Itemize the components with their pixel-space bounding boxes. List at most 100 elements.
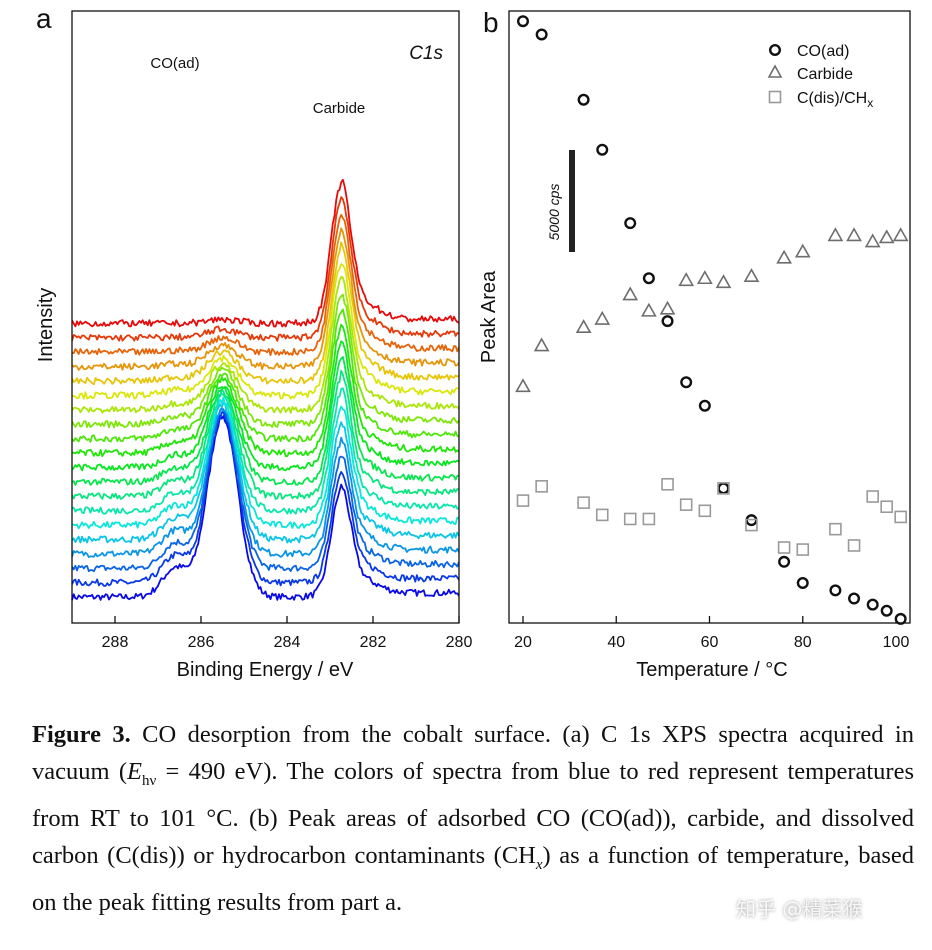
carbide-point [892,227,909,242]
carbide-point [515,378,531,393]
spectrum-line [71,308,460,443]
co-ad-point [880,604,893,617]
panel-a-x-tick-label: 282 [360,634,387,651]
co-ad-point [866,598,879,611]
c-dis-point [796,543,810,556]
c-dis-point [717,482,730,495]
carbide-point [594,310,611,325]
co-ad-point [778,555,791,568]
carbide-point [878,229,895,244]
panel-b-x-ticks: 20 40 60 80 100 [514,616,909,651]
c-dis-point [880,500,893,514]
scale-bar-label: 5000 cps [546,184,562,241]
co-ad-point [680,376,693,389]
panel-a-y-axis-title: Intensity [35,288,57,362]
c-dis-point [745,518,758,532]
spectrum-line [71,293,460,429]
co-ad-point [661,315,674,328]
co-ad-point [577,93,590,106]
spectrum-line [71,369,460,500]
panel-b-x-tick-label: 100 [883,634,910,651]
co-ad-point [516,15,529,28]
co-ad-point [642,272,655,285]
spectrum-line [71,410,460,587]
panel-b-x-axis-title: Temperature / °C [636,659,787,681]
co-ad-point [894,612,907,625]
caption-ch-subscript: x [535,856,543,873]
legend-label-c-dis-main: C(dis)/CH [797,90,867,107]
carbide-point [776,249,792,264]
spectrum-line [71,196,460,342]
carbide-point [533,337,550,352]
spectrum-line [71,213,460,357]
co-ad-point [698,399,711,412]
spectrum-line [71,407,460,573]
c-dis-point [829,522,842,536]
panel-a-frame [71,10,460,624]
panel-b-x-tick-label: 80 [794,634,812,651]
carbide-point [641,302,657,317]
spectrum-line [71,275,460,414]
carbide-point [696,270,713,285]
caption-part3: ) as a function of temperature, based on… [32,841,915,916]
c-dis-point [679,498,693,511]
spectrum-line [71,356,460,486]
spectrum-line [71,414,460,601]
panel-a-x-tick-label: 286 [188,634,215,651]
panel-b-markers [515,15,909,625]
watermark: 知乎 @精菜猴 [736,897,863,921]
co-ad-point [535,28,548,41]
co-ad-peak-label: CO(ad) [150,55,199,72]
carbide-point [659,300,676,315]
legend-label-c-dis: C(dis)/CHx [797,90,873,110]
spectrum-line [71,263,460,400]
panel-a-spectra-chart: 288 286 284 282 280 Binding Energy / eV Inte… [35,10,473,681]
panel-b-x-tick-label: 60 [701,634,719,651]
spectrum-line [71,402,460,544]
co-ad-point [596,143,609,156]
co-ad-point [796,577,809,590]
c-dis-point [894,510,907,524]
caption-part1: CO desorption from the cobalt surface. (… [32,721,914,785]
c1s-label: C1s [409,43,443,64]
co-ad-point [717,482,730,495]
c-dis-point [516,494,530,507]
figure-caption: Figure 3. CO desorption from the cobalt … [32,716,914,921]
spectrum-line [71,323,460,458]
carbide-point [678,272,695,287]
panel-a-x-tick-label: 288 [102,634,129,651]
legend-marker-c-dis [768,90,782,104]
carbide-point [622,286,639,301]
c-dis-point [777,541,791,554]
carbide-peak-label: Carbide [313,100,366,117]
c-dis-point [577,496,590,509]
caption-e-symbol: E [127,758,142,785]
caption-label: Figure 3. [32,721,131,748]
spectrum-line [71,340,460,472]
spectrum-line [71,387,460,515]
carbide-point [827,227,844,242]
spectrum-line [71,407,460,558]
panel-letter-a: a [36,3,52,34]
legend-label-co-ad: CO(ad) [797,43,849,60]
spectrum-line [71,396,460,530]
panel-a-x-ticks: 288 286 284 282 280 [102,616,473,651]
spectrum-line [71,178,460,328]
legend: CO(ad) Carbide C(dis)/CHx [767,43,873,110]
panel-b-x-tick-label: 40 [607,634,625,651]
c-dis-point [535,480,548,493]
co-ad-point [829,584,842,597]
caption-part2: = 490 eV). The colors of spectra from bl… [32,758,915,869]
c-dis-point [642,512,656,526]
spectra-lines [71,178,460,601]
panel-a-x-tick-label: 280 [446,634,473,651]
legend-marker-co-ad [769,44,782,57]
caption-e-subscript: hν [141,772,157,789]
spectrum-line [71,227,460,371]
panel-a-x-axis-title: Binding Energy / eV [177,659,354,681]
legend-label-c-dis-subscript: x [867,96,873,110]
panel-letter-b: b [483,7,499,38]
carbide-point [794,243,811,258]
panel-a-x-tick-label: 284 [274,634,301,651]
carbide-point [846,227,862,242]
